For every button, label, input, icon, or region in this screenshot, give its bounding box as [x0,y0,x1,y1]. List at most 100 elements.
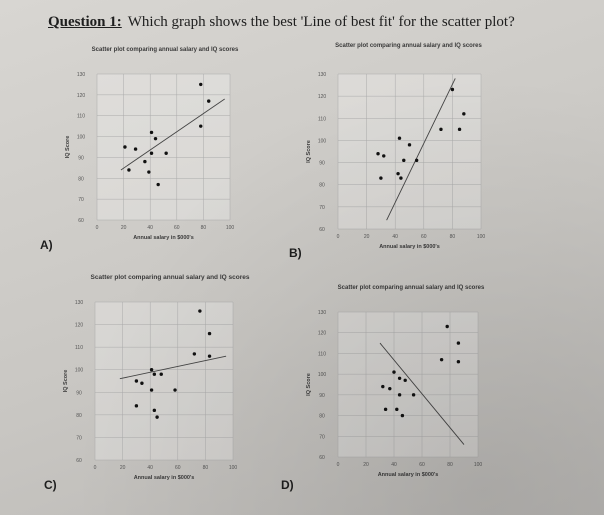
chart-c-data-point [207,331,212,336]
chart-panel-c: Scatter plot comparing annual salary and… [55,270,275,490]
chart-b-data-point [379,176,383,180]
chart-c-x-tick-label: 80 [203,465,209,471]
chart-d-x-tick-label: 0 [337,462,340,468]
chart-b-x-tick-label: 100 [477,234,486,240]
chart-c-x-tick-label: 20 [120,465,126,471]
chart-b-x-tick-label: 0 [337,234,340,240]
chart-c-y-tick-label: 60 [76,458,82,464]
chart-c-y-tick-label: 110 [75,345,83,351]
chart-b-x-tick-label: 40 [392,234,398,240]
chart-d-data-point [400,413,405,418]
chart-a-data-point [153,136,158,141]
chart-d-y-tick-label: 130 [318,310,327,316]
chart-d-data-point [388,386,392,391]
question-text: Which graph shows the best 'Line of best… [127,14,515,30]
chart-a-data-point [149,151,154,155]
chart-c-data-point [149,368,154,372]
chart-c-data-point [155,415,159,419]
chart-a-data-point [143,159,147,164]
chart-d-data-point [397,393,402,397]
chart-d-y-axis-label: IQ Score [306,373,312,396]
chart-b-title: Scatter plot comparing annual salary and… [335,43,482,49]
chart-c-data-point [207,354,212,358]
chart-c-data-point [173,388,177,392]
chart-d-data-point [411,393,416,397]
chart-a-x-tick-label: 80 [201,225,207,231]
chart-c-x-tick-label: 0 [94,465,97,471]
chart-a-y-tick-label: 60 [78,218,84,224]
chart-a-x-tick-label: 0 [96,225,99,231]
chart-d-x-tick-label: 80 [447,462,453,468]
chart-d-data-point [381,384,385,389]
chart-d-y-tick-label: 100 [318,372,327,378]
chart-a-x-tick-label: 60 [174,225,180,231]
chart-d-data-point [439,357,444,362]
chart-d-data-point [403,378,407,383]
chart-d-data-point [445,324,449,329]
chart-a-y-tick-label: 130 [77,72,86,78]
chart-c-data-point [134,379,139,383]
chart-d-y-tick-label: 110 [318,351,326,357]
chart-b-x-tick-label: 60 [421,234,427,240]
chart-c-data-point [159,372,163,376]
chart-d-data-point [383,407,388,412]
question-label: Question 1: [48,14,122,30]
chart-c-plot-area [95,302,233,460]
chart-a-data-point [199,82,203,87]
chart-d-y-tick-label: 120 [318,331,327,337]
chart-a-y-tick-label: 110 [77,114,85,120]
chart-b-data-point [397,136,402,140]
chart-a-data-point [147,170,151,174]
chart-b-y-tick-label: 70 [319,205,325,211]
chart-d-plot-area [338,312,478,457]
chart-a-y-tick-label: 100 [77,135,86,141]
chart-b-y-tick-label: 130 [318,72,327,78]
chart-d-title: Scatter plot comparing annual salary and… [337,285,485,291]
chart-b-data-point [414,158,419,163]
chart-b-y-tick-label: 60 [319,227,325,233]
chart-d-y-tick-label: 70 [319,434,325,440]
chart-c-y-tick-label: 70 [76,435,82,441]
chart-a-y-tick-label: 80 [78,176,84,182]
chart-c-x-tick-label: 40 [147,465,153,471]
chart-c-x-tick-label: 60 [175,465,181,471]
chart-a-data-point [207,99,211,103]
chart-b-data-point [396,171,400,176]
option-c-label: C) [44,478,57,492]
chart-c-y-tick-label: 80 [76,413,82,419]
chart-a-fit-line [120,98,225,171]
chart-c-x-tick-label: 100 [229,465,238,471]
question-line: Question 1: Which graph shows the best 'L… [48,14,515,31]
chart-d-data-point [392,370,396,374]
chart-b-y-tick-label: 120 [318,94,327,100]
chart-d-y-tick-label: 60 [319,455,325,461]
chart-a-x-axis-label: Annual salary in $000's [133,235,194,241]
chart-a-x-tick-label: 100 [226,225,235,231]
chart-c-y-axis-label: IQ Score [63,370,69,393]
chart-b-y-tick-label: 100 [318,138,327,144]
chart-b-x-tick-label: 20 [364,234,370,240]
scatter-chart-a: 0 20 40 60 80 100 60 70 80 90 100 110 120 130 Annual s… [65,72,235,241]
chart-d-y-tick-label: 90 [319,393,325,399]
option-d-label: D) [281,478,294,492]
chart-a-data-point [127,168,131,172]
chart-c-data-point [198,309,202,313]
chart-c-data-point [140,381,144,385]
chart-d-data-point [395,407,399,412]
chart-b-y-tick-label: 80 [319,183,325,189]
chart-b-data-point [399,176,403,180]
chart-b-data-point [402,158,406,163]
chart-c-x-axis-label: Annual salary in $000's [134,475,195,481]
chart-c-y-tick-label: 100 [75,368,84,374]
chart-a-data-point [156,182,160,187]
chart-d-y-tick-label: 80 [319,414,325,420]
chart-d-data-point [456,360,461,364]
chart-a-data-point [133,147,138,151]
chart-b-data-point [450,87,455,92]
chart-d-fit-line [379,342,465,445]
chart-a-plot-area [97,74,230,220]
chart-c-y-tick-label: 120 [75,323,84,329]
chart-d-data-point [456,341,461,345]
chart-c-data-point [192,352,197,356]
chart-b-data-point [457,127,462,132]
